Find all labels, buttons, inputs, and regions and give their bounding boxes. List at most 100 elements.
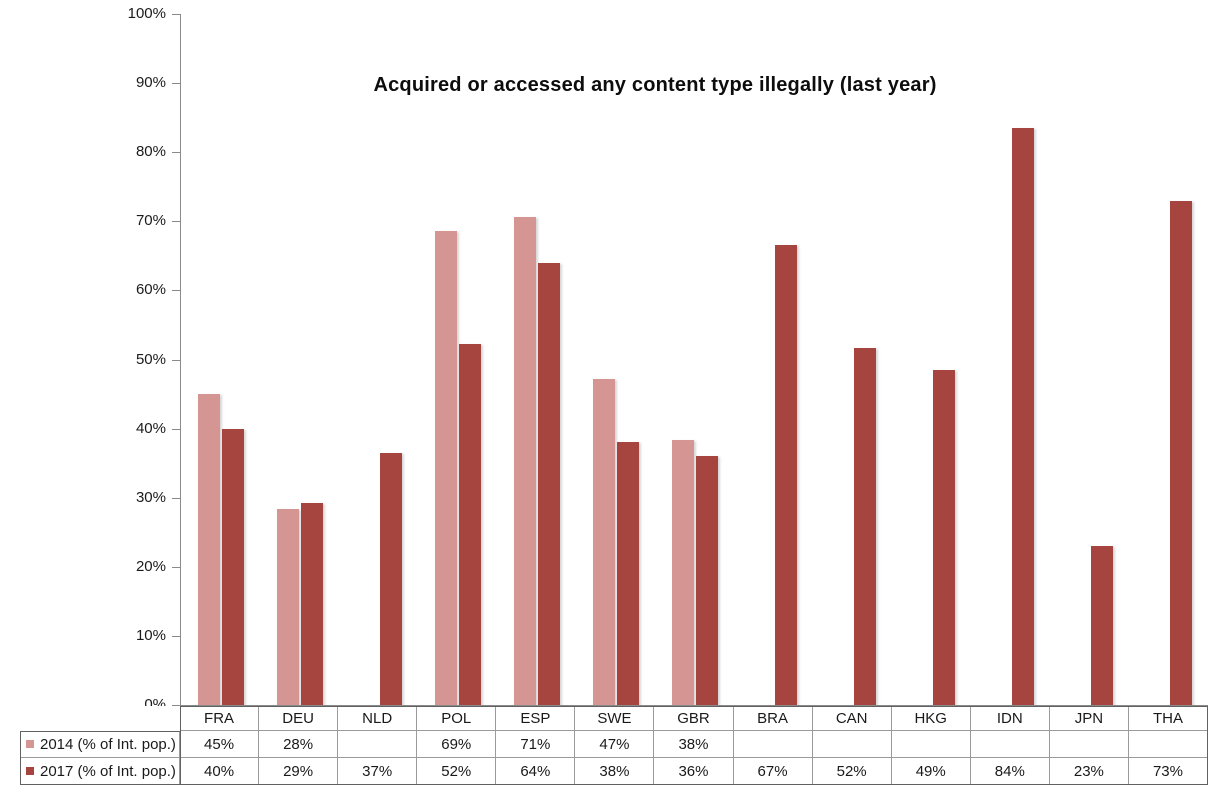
bar-2014-esp xyxy=(513,217,536,705)
bar-2014-fra xyxy=(197,394,220,705)
bar-slot-2017-swe xyxy=(616,442,640,705)
bar-slot-2017-jpn xyxy=(1090,546,1114,705)
legend-key-2017: 2017 (% of Int. pop.) xyxy=(20,758,180,785)
category-group-bra xyxy=(734,14,813,705)
y-tick-label-90: 90% xyxy=(135,74,166,92)
bar-slot-2017-idn xyxy=(1011,128,1035,705)
category-group-idn xyxy=(971,14,1050,705)
category-group-deu xyxy=(260,14,339,705)
bar-slot-2017-hkg xyxy=(932,369,956,705)
table-value-2017-swe: 38% xyxy=(575,758,655,785)
legend-swatch-2014 xyxy=(26,740,34,748)
legend-label-2014: 2014 (% of Int. pop.) xyxy=(40,735,176,753)
bar-2017-fra xyxy=(221,428,244,705)
table-value-2017-gbr: 36% xyxy=(654,758,734,785)
y-tick-label-60: 60% xyxy=(135,281,166,299)
table-value-2014-esp: 71% xyxy=(496,731,576,758)
table-value-2014-pol: 69% xyxy=(417,731,497,758)
table-value-2014-gbr: 38% xyxy=(654,731,734,758)
y-tick-mark xyxy=(172,359,180,361)
table-value-2014-jpn xyxy=(1049,731,1129,758)
bar-2014-swe xyxy=(592,378,615,705)
bar-slot-2017-tha xyxy=(1169,200,1193,705)
table-value-2017-hkg: 49% xyxy=(891,758,971,785)
y-tick-mark xyxy=(172,152,180,154)
y-tick-mark xyxy=(172,566,180,568)
legend-swatch-2017 xyxy=(26,767,34,775)
table-header-fra: FRA xyxy=(180,706,260,731)
legend-key-2014: 2014 (% of Int. pop.) xyxy=(20,731,180,758)
y-axis-line xyxy=(180,14,181,705)
bar-2017-hkg xyxy=(932,369,955,705)
y-tick-mark xyxy=(172,83,180,85)
plot-area xyxy=(181,14,1208,705)
bar-slot-2014-fra xyxy=(197,394,221,705)
y-tick-mark xyxy=(172,14,180,15)
table-header-deu: DEU xyxy=(259,706,339,731)
category-group-nld xyxy=(339,14,418,705)
category-group-tha xyxy=(1129,14,1208,705)
bar-slot-2017-gbr xyxy=(695,456,719,705)
chart-title: Acquired or accessed any content type il… xyxy=(373,74,937,96)
legend-label-2017: 2017 (% of Int. pop.) xyxy=(40,762,176,780)
table-header-jpn: JPN xyxy=(1049,706,1129,731)
table-value-2017-nld: 37% xyxy=(338,758,418,785)
bar-slot-2017-fra xyxy=(221,428,245,705)
bar-2017-gbr xyxy=(695,456,718,705)
category-group-swe xyxy=(576,14,655,705)
bar-2017-esp xyxy=(537,262,560,705)
bar-slot-2017-bra xyxy=(774,244,798,705)
table-value-2017-pol: 52% xyxy=(417,758,497,785)
table-header-gbr: GBR xyxy=(654,706,734,731)
table-header-idn: IDN xyxy=(970,706,1050,731)
table-value-2017-esp: 64% xyxy=(496,758,576,785)
category-group-can xyxy=(813,14,892,705)
bar-slot-2017-esp xyxy=(537,262,561,705)
table-value-2014-can xyxy=(812,731,892,758)
table-header-esp: ESP xyxy=(496,706,576,731)
bar-2014-pol xyxy=(434,230,457,705)
table-header-pol: POL xyxy=(417,706,497,731)
table-value-2017-bra: 67% xyxy=(733,758,813,785)
category-group-gbr xyxy=(655,14,734,705)
bar-2014-gbr xyxy=(671,439,694,705)
y-tick-mark xyxy=(172,428,180,430)
table-value-2017-can: 52% xyxy=(812,758,892,785)
table-value-2017-jpn: 23% xyxy=(1049,758,1129,785)
bar-slot-2014-swe xyxy=(592,378,616,705)
table-value-2014-nld xyxy=(338,731,418,758)
bar-2014-deu xyxy=(276,509,299,705)
table-corner-blank xyxy=(20,706,180,731)
table-header-nld: NLD xyxy=(338,706,418,731)
bar-2017-jpn xyxy=(1090,546,1113,705)
table-header-swe: SWE xyxy=(575,706,655,731)
y-tick-mark xyxy=(172,221,180,223)
bar-2017-swe xyxy=(616,442,639,705)
table-value-2017-idn: 84% xyxy=(970,758,1050,785)
category-group-esp xyxy=(497,14,576,705)
table-value-2014-hkg xyxy=(891,731,971,758)
y-tick-label-30: 30% xyxy=(135,488,166,506)
data-table: FRA DEU NLD POL ESP SWE GBR BRA CAN HKG IDN JPN THA 2… xyxy=(20,706,1208,785)
category-group-hkg xyxy=(892,14,971,705)
table-header-bra: BRA xyxy=(733,706,813,731)
table-value-2017-fra: 40% xyxy=(180,758,260,785)
bar-2017-pol xyxy=(458,343,481,705)
bar-slot-2014-gbr xyxy=(671,439,695,705)
y-tick-mark xyxy=(172,290,180,292)
category-group-pol xyxy=(418,14,497,705)
bar-2017-can xyxy=(853,347,876,705)
category-group-fra xyxy=(181,14,260,705)
category-group-jpn xyxy=(1050,14,1129,705)
bar-slot-2017-nld xyxy=(379,452,403,705)
bar-slot-2014-deu xyxy=(276,509,300,705)
y-tick-mark xyxy=(172,497,180,499)
bar-2017-idn xyxy=(1011,128,1034,705)
bar-2017-bra xyxy=(774,244,797,705)
bar-slot-2017-deu xyxy=(300,503,324,705)
table-value-2017-deu: 29% xyxy=(259,758,339,785)
table-header-hkg: HKG xyxy=(891,706,971,731)
y-tick-label-70: 70% xyxy=(135,212,166,230)
table-value-2017-tha: 73% xyxy=(1128,758,1208,785)
